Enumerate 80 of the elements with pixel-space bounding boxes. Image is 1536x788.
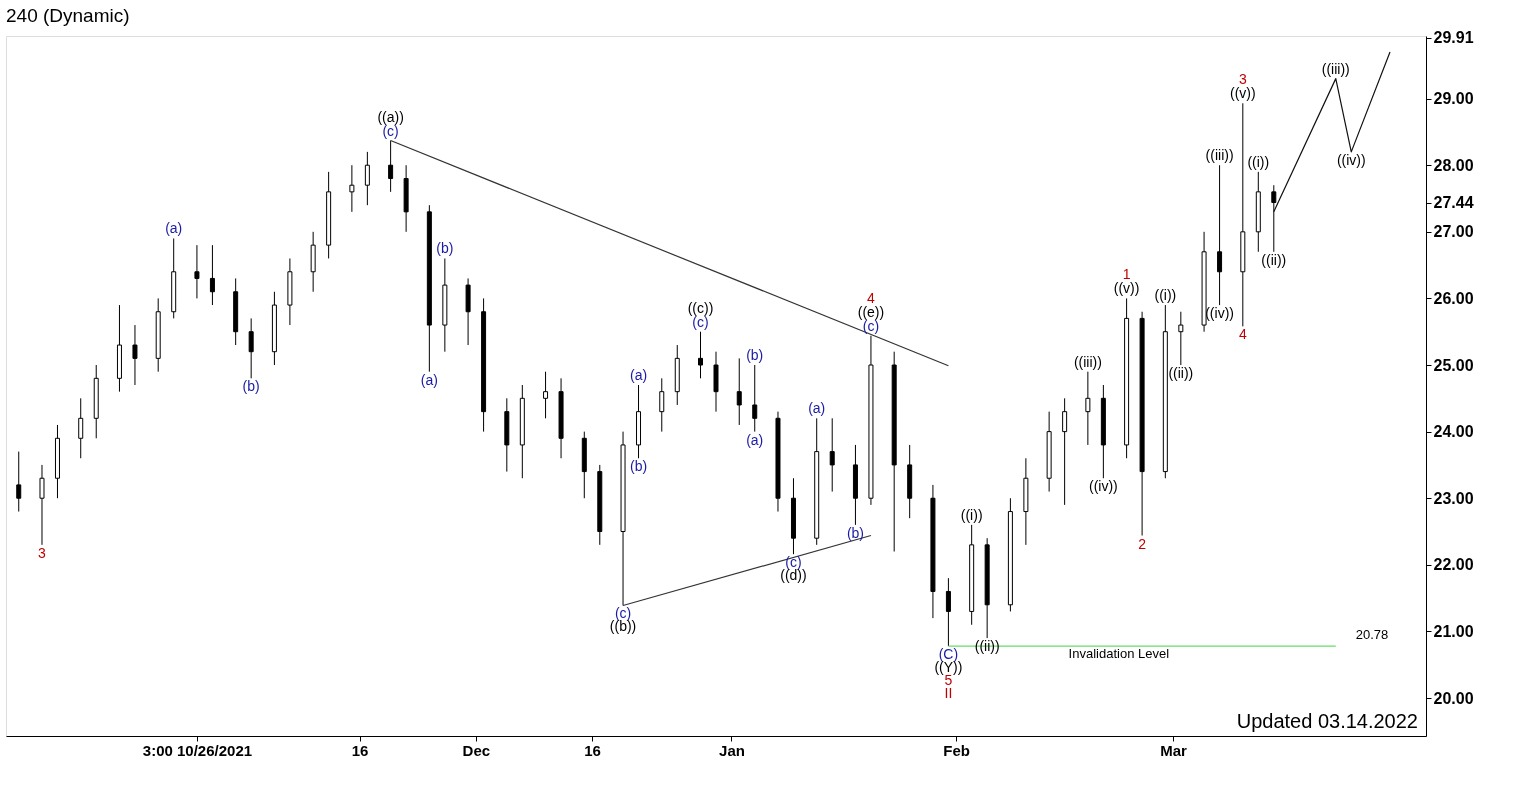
y-tick-label: 25.00: [1433, 356, 1474, 374]
candlestick: [659, 377, 665, 433]
y-tick-label: 26.00: [1433, 289, 1474, 307]
annotation: ((v)): [1113, 280, 1140, 297]
candlestick: [209, 244, 215, 306]
x-tick-label: Mar: [1160, 741, 1188, 759]
annotation: ((ii)): [1168, 365, 1194, 382]
candlestick: [945, 577, 951, 647]
annotation: 1: [1122, 266, 1131, 283]
annotation: ((a)): [377, 108, 404, 125]
annotation: 4: [1238, 326, 1247, 343]
candlestick: [16, 451, 22, 513]
candlestick: [1062, 397, 1068, 506]
candlestick: [752, 364, 758, 433]
candlestick: [349, 164, 355, 213]
annotation: ((iv)): [1088, 478, 1118, 495]
annotation: ((iii)): [1073, 353, 1102, 370]
annotation: (a): [420, 371, 438, 388]
x-tick-label: Feb: [943, 741, 970, 759]
annotation: ((ii)): [1261, 251, 1287, 268]
annotation: ((iii)): [1321, 60, 1350, 77]
line-series: [1273, 51, 1391, 213]
annotation: ((v)): [1229, 85, 1256, 102]
annotation: 2: [1138, 535, 1147, 552]
annotation: ((c)): [687, 299, 714, 316]
annotation: ((i)): [960, 506, 983, 523]
candlestick: [388, 140, 394, 193]
x-tick-label: 16: [584, 741, 601, 759]
annotation: 3: [38, 544, 47, 561]
annotation: ((i)): [1247, 153, 1270, 170]
y-tick-label: 27.00: [1433, 223, 1474, 241]
candlestick: [132, 324, 138, 386]
candlestick: [248, 317, 254, 379]
y-tick-label: 21.00: [1433, 622, 1474, 640]
y-tick-label: 27.44: [1433, 194, 1474, 212]
annotation: ((ii)): [974, 638, 1000, 655]
y-tick-label: 20.00: [1433, 689, 1474, 707]
annotation: (b): [242, 378, 260, 395]
annotation: (a): [629, 367, 648, 383]
candlestick: [543, 371, 549, 419]
annotation: 20.78: [1355, 627, 1389, 643]
annotation: (a): [808, 400, 826, 417]
annotation: (b): [746, 347, 764, 364]
candlestick: [1178, 311, 1184, 366]
annotation: ((i)): [1154, 287, 1177, 304]
candlestick: [364, 151, 370, 206]
candlestick: [1271, 184, 1277, 253]
annotation: (a): [746, 431, 764, 448]
candlestick: [1217, 164, 1223, 306]
candlestick: [698, 331, 704, 379]
annotation: (c): [785, 554, 802, 571]
annotation: ((iii)): [1205, 147, 1234, 164]
annotation: (b): [436, 240, 454, 257]
x-tick-label: 3:00 10/26/2021: [142, 741, 253, 759]
annotation: 3: [1238, 71, 1247, 88]
candlestick: [829, 417, 835, 493]
candlestick: [1085, 371, 1091, 446]
x-tick-label: Jan: [719, 741, 745, 759]
y-tick-label: 22.00: [1433, 556, 1474, 574]
annotation: (b): [846, 524, 865, 541]
candlestick: [39, 464, 45, 546]
y-tick-label: 28.00: [1433, 156, 1474, 174]
annotation: 4: [867, 289, 876, 306]
annotation: (b): [629, 458, 648, 475]
annotation: Updated 03.14.2022: [1236, 710, 1418, 732]
candlestick: [736, 357, 742, 426]
y-tick-label: 23.00: [1433, 489, 1474, 507]
annotation: Invalidation Level: [1068, 646, 1170, 662]
x-tick-label: Dec: [462, 741, 491, 759]
y-tick-label: 29.00: [1433, 90, 1474, 108]
chart-title: 240 (Dynamic): [6, 5, 130, 26]
x-tick-label: 16: [351, 741, 369, 759]
candlestick: [194, 244, 200, 299]
annotation: (a): [165, 220, 183, 237]
annotation: (c): [614, 605, 632, 622]
annotation: ((e)): [857, 303, 885, 320]
annotation: ((iv)): [1336, 151, 1366, 168]
candlestick: [78, 397, 84, 459]
y-tick-label: 29.91: [1433, 29, 1474, 47]
y-tick-label: 24.00: [1433, 423, 1474, 441]
